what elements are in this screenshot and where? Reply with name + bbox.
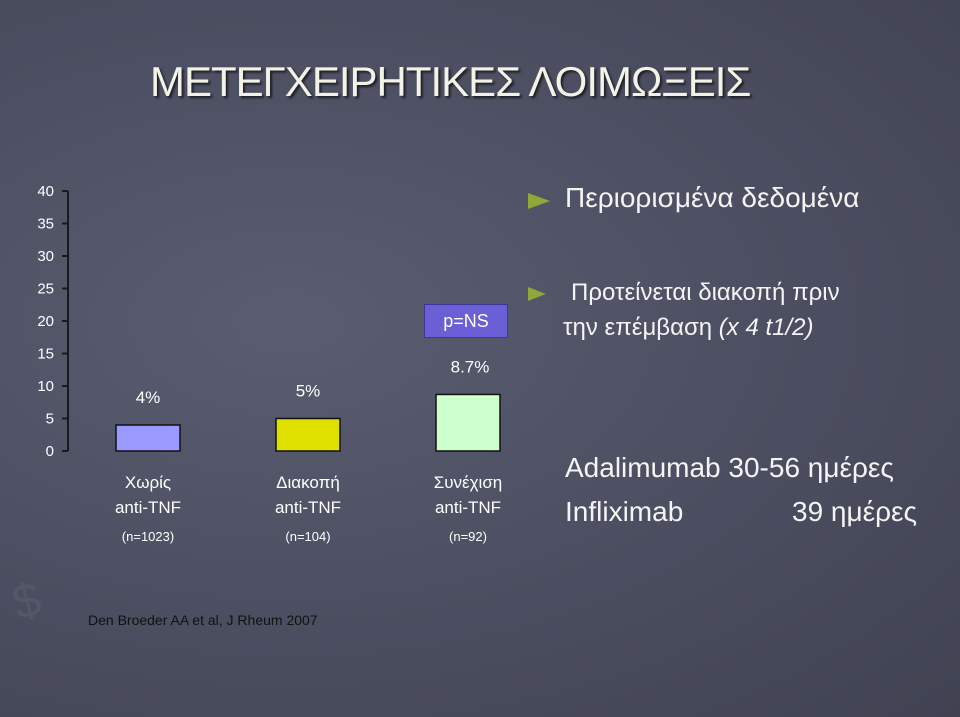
bar — [275, 417, 341, 452]
chart-labels: 4% Χωρίς anti-TNF (n=1023) 5% Διακοπή anti-TNF… — [115, 357, 502, 544]
y-tick-label: 20 — [37, 313, 54, 330]
sample-size-label: (n=1023) — [122, 529, 174, 544]
category-label: anti-TNF — [435, 498, 501, 517]
y-tick-label: 25 — [37, 281, 54, 298]
bars — [115, 393, 501, 452]
reference-citation: Den Broeder AA et al, J Rheum 2007 — [88, 612, 318, 628]
infliximab-duration: 39 ημέρες — [792, 496, 918, 527]
p-value-annotation: p=NS — [424, 304, 508, 338]
y-tick-label: 5 — [46, 411, 54, 428]
bullet-arrow-icon — [528, 193, 550, 209]
y-tick-label: 15 — [37, 346, 54, 363]
category-label: Διακοπή — [276, 473, 340, 492]
data-label: 4% — [136, 388, 161, 407]
y-tick-label: 10 — [37, 378, 54, 395]
y-tick-label: 30 — [37, 248, 54, 265]
bullet-recommendation-line1: Προτείνεται διακοπή πριν — [571, 279, 840, 306]
bullet-recommendation-text: την επέμβαση — [563, 314, 719, 341]
bullet-arrow-icon — [528, 287, 546, 301]
data-label: 8.7% — [451, 357, 490, 376]
adalimumab-duration: Adalimumab 30-56 ημέρες — [565, 452, 894, 483]
y-tick-label: 35 — [37, 216, 54, 233]
category-label: anti-TNF — [275, 498, 341, 517]
category-label: anti-TNF — [115, 498, 181, 517]
infliximab-name: Infliximab — [565, 496, 684, 527]
y-axis: 0 5 10 15 20 25 30 35 40 — [37, 183, 69, 460]
sample-size-label: (n=92) — [449, 529, 487, 544]
half-life-factor: (x 4 t1/2) — [718, 314, 814, 341]
sample-size-label: (n=104) — [285, 529, 330, 544]
bullet-limited-data: Περιορισμένα δεδομένα — [565, 182, 860, 213]
y-tick-label: 0 — [46, 443, 54, 460]
slide-title: ΜΕΤΕΓΧΕΙΡΗΤΙΚΕΣ ΛΟΙΜΩΞΕΙΣ — [150, 58, 751, 105]
data-label: 5% — [296, 382, 321, 401]
category-label: Συνέχιση — [434, 473, 503, 492]
y-tick-label: 40 — [37, 183, 54, 200]
bullet-recommendation-line2: την επέμβαση (x 4 t1/2) — [563, 314, 814, 342]
bar — [435, 393, 501, 452]
category-label: Χωρίς — [125, 473, 171, 492]
bar — [115, 424, 181, 452]
